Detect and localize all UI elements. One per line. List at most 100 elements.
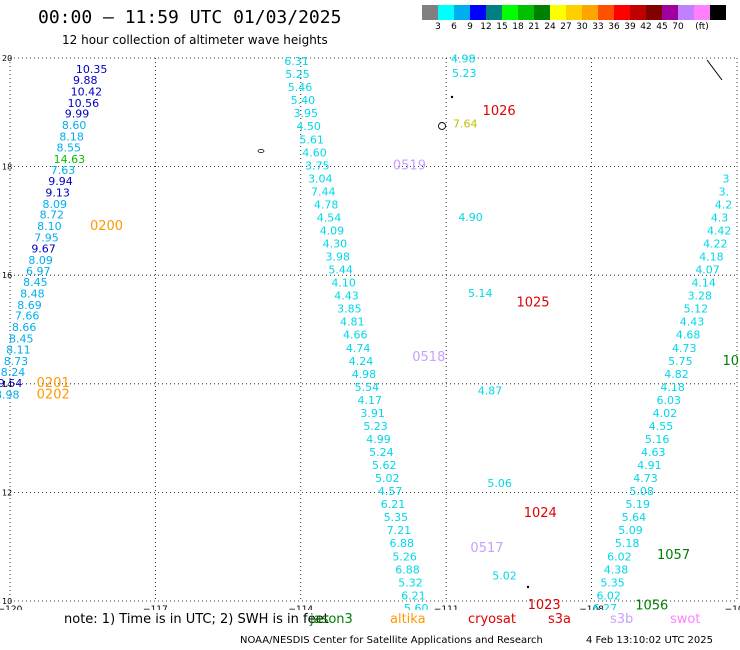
wave-height-label: 4.73: [672, 342, 697, 355]
wave-height-label: 4.78: [314, 198, 339, 211]
wave-height-label: 6.02: [596, 589, 621, 602]
wave-height-label: 5.19: [626, 498, 651, 511]
pass-time-label: 1024: [524, 506, 557, 521]
latitude-tick-label: 20: [2, 54, 12, 63]
pass-time-label: 0200: [90, 219, 123, 234]
wave-height-label: 3: [722, 172, 729, 185]
wave-height-label: 4.57: [378, 485, 403, 498]
wave-height-label: 8.10: [37, 220, 62, 233]
wave-height-label: 4.18: [660, 381, 685, 394]
wave-height-label: 5.23: [452, 67, 477, 80]
scale-value: 45: [656, 22, 668, 32]
swatch-17: [694, 5, 710, 20]
swatch-4: [486, 5, 502, 20]
latitude-tick-label: 16: [2, 271, 12, 280]
wave-height-label: 5.61: [299, 133, 324, 146]
wave-height-label: 5.44: [328, 264, 353, 277]
wave-height-label: 5.54: [355, 381, 380, 394]
swatch-10: [582, 5, 598, 20]
wave-height-label: 8.45: [9, 333, 34, 346]
pass-time-label: 0519: [393, 158, 426, 173]
pass-time-label: 0202: [37, 387, 70, 402]
wave-height-label: 4.42: [707, 224, 732, 237]
scale-value: 18: [512, 22, 524, 32]
wave-height-label: 3.: [719, 185, 730, 198]
scale-value: 70: [672, 22, 684, 32]
wave-height-label: 4.43: [680, 316, 705, 329]
island-outline: [257, 149, 265, 153]
wave-height-label: 8.69: [17, 299, 42, 312]
wave-height-label: 4.68: [676, 329, 701, 342]
swatch-13: [630, 5, 646, 20]
island-dot: [526, 585, 530, 589]
scale-value: 30: [576, 22, 588, 32]
scale-value: 12: [480, 22, 492, 32]
wave-height-label: 3.28: [688, 290, 713, 303]
wave-height-label: 4.50: [296, 120, 321, 133]
scale-value: 21: [528, 22, 540, 32]
units-note: note: 1) Time is in UTC; 2) SWH is in fe…: [64, 612, 329, 627]
wave-height-label: 4.24: [349, 355, 374, 368]
wave-height-label: 10.56: [68, 97, 100, 110]
wave-height-label: 8.09: [28, 254, 53, 267]
wave-height-label: 4.10: [331, 277, 356, 290]
scale-value: 3: [435, 22, 441, 32]
wave-height-label: 8.72: [40, 209, 65, 222]
legend-cryosat: cryosat: [468, 612, 516, 627]
scale-value: 33: [592, 22, 604, 32]
map-tick-labels: −120 −117 −114 −111 −108 −105 20 18 16 14 12 10: [0, 54, 740, 610]
wave-height-label: 5.23: [363, 420, 388, 433]
wave-height-label: 4.82: [664, 368, 689, 381]
coastline: [706, 59, 723, 81]
wave-height-label: 4.07: [695, 264, 720, 277]
swatch-14: [646, 5, 662, 20]
wave-height-label: 6.88: [389, 537, 414, 550]
wave-height-label: 5.09: [618, 524, 643, 537]
wave-height-label: 8.73: [4, 355, 29, 368]
wave-height-label: 5.26: [392, 550, 417, 563]
longitude-tick-label: −111: [434, 605, 459, 610]
swatch-9: [566, 5, 582, 20]
longitude-tick-label: −105: [725, 605, 740, 610]
wave-height-label: 8.45: [23, 276, 47, 289]
scale-value: 15: [496, 22, 508, 32]
wave-height-label: 5.08: [629, 485, 654, 498]
wave-height-label: 4.43: [334, 290, 359, 303]
wave-height-label: 5.35: [600, 576, 625, 589]
swatch-11: [598, 5, 614, 20]
wave-height-label: 4.91: [637, 459, 662, 472]
wave-height-label: 9.67: [31, 242, 56, 255]
wave-height-label: 5.12: [684, 303, 709, 316]
generated-timestamp: 4 Feb 13:10:02 UTC 2025: [586, 635, 713, 646]
wave-height-label: 5.32: [398, 576, 423, 589]
wave-height-label: 4.18: [699, 251, 724, 264]
longitude-tick-label: −117: [143, 605, 168, 610]
scale-value: 39: [624, 22, 636, 32]
scale-value: 42: [640, 22, 652, 32]
pass-time-label: 1023: [528, 598, 561, 610]
wave-height-label: 7.63: [51, 164, 76, 177]
latitude-tick-label: 10: [2, 597, 12, 606]
wave-height-label: 8.18: [59, 131, 84, 144]
wave-height-label: 4.90: [458, 211, 483, 224]
wave-height-label: 9.54: [0, 377, 22, 390]
latitude-tick-label: 18: [2, 163, 12, 172]
wave-height-label: 3.98: [326, 251, 351, 264]
wave-height-label: 8.24: [1, 366, 26, 379]
legend-s3b: s3b: [610, 612, 634, 627]
wave-height-label: 5.75: [668, 355, 693, 368]
wave-height-label: 5.24: [369, 446, 394, 459]
wave-height-labels: 10.359.8810.4210.569.998.608.188.5514.63…: [0, 52, 740, 610]
wave-height-label: 4.73: [633, 472, 658, 485]
swatch-1: [438, 5, 454, 20]
legend-jason3: jason3: [310, 612, 353, 627]
wave-height-label: 4.22: [703, 238, 728, 251]
wave-height-label: 7.64: [453, 118, 478, 131]
wave-height-label: 9.94: [48, 175, 73, 188]
wave-height-label: 6.27: [593, 602, 618, 610]
wave-height-label: 4.60: [302, 146, 327, 159]
legend-altika: altika: [390, 612, 426, 627]
swatch-6: [518, 5, 534, 20]
longitude-tick-label: −108: [579, 605, 604, 610]
wave-height-label: 5.14: [468, 287, 493, 300]
